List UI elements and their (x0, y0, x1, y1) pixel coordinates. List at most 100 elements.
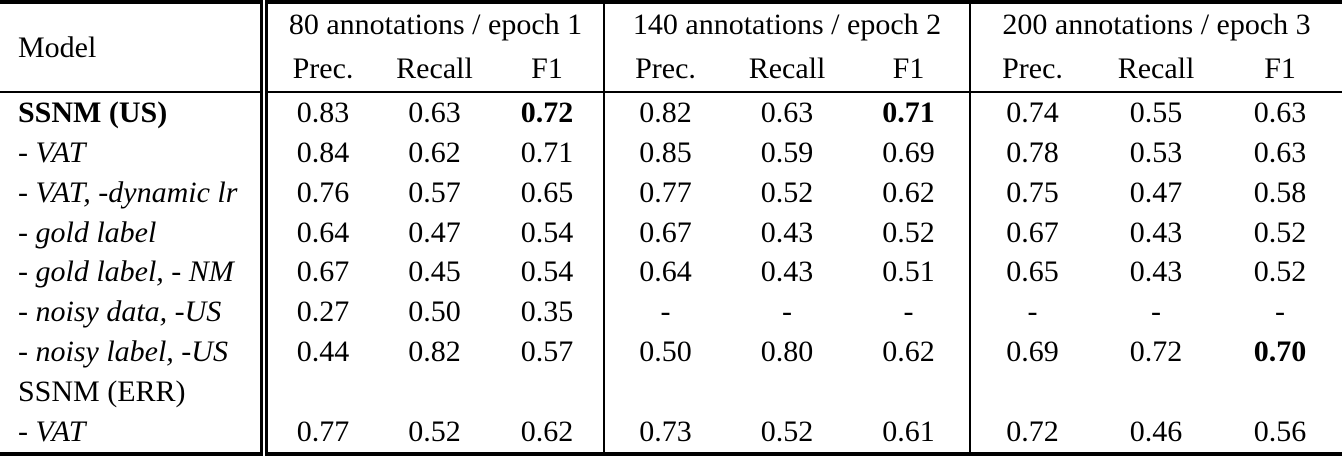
metric-value: 0.62 (882, 175, 935, 209)
model-label: - VAT (0, 411, 268, 454)
metric-value: 0.82 (603, 92, 727, 133)
metric-subheader-row: Prec. Recall F1 Prec. Recall F1 Prec. Re… (0, 46, 1342, 92)
metric-value: 0.74 (969, 92, 1095, 133)
metric-value: 0.80 (760, 335, 814, 369)
metric-value: 0.61 (882, 414, 935, 448)
table-row: - gold label, - NM 0.67 0.45 0.54 0.64 0.43 0.… (0, 252, 1342, 293)
group-header-row: Model 80 annotations / epoch 1 140 annot… (0, 2, 1342, 92)
metric-value: 0.69 (969, 332, 1095, 372)
metric-value: 0.63 (408, 96, 461, 129)
metric-value: 0.67 (296, 255, 350, 289)
metric-value (1218, 372, 1342, 412)
metric-value: 0.57 (408, 175, 461, 209)
metric-value: 0.57 (520, 335, 574, 369)
subheader-precision: Prec. (292, 51, 354, 85)
metric-value: 0.27 (296, 295, 350, 329)
metric-value: 0.54 (520, 255, 574, 289)
metric-value: 0.67 (603, 212, 727, 253)
metric-value: 0.64 (296, 215, 350, 249)
metric-value: 0.63 (1253, 96, 1307, 129)
table-header: Model 80 annotations / epoch 1 140 annot… (0, 2, 1342, 92)
metric-value: 0.64 (603, 252, 727, 293)
model-label: SSNM (ERR) (0, 371, 268, 412)
metric-value: 0.47 (1129, 175, 1183, 209)
table-row: - noisy data, -US 0.27 0.50 0.35- - - - - - (0, 292, 1342, 333)
table-row: SSNM (ERR) (0, 371, 1342, 412)
group-header-epoch-3: 200 annotations / epoch 3 (969, 2, 1342, 46)
metric-value (264, 372, 378, 412)
metric-value: 0.43 (760, 215, 814, 249)
metric-value: 0.54 (520, 215, 574, 249)
model-label: - VAT, -dynamic lr (0, 172, 268, 213)
metric-value: 0.71 (882, 96, 935, 129)
metric-value: 0.62 (520, 414, 574, 448)
metric-value: 0.44 (296, 335, 350, 369)
metric-value: - (969, 292, 1095, 333)
metric-value: 0.78 (969, 133, 1095, 173)
subheader-recall: Recall (748, 51, 826, 85)
metric-value: 0.52 (760, 414, 814, 448)
metric-value: 0.65 (969, 252, 1095, 293)
metric-value: 0.43 (1129, 215, 1183, 249)
metric-value: 0.67 (969, 212, 1095, 253)
subheader-f1: F1 (531, 51, 563, 85)
metric-value: 0.77 (603, 172, 727, 213)
metric-value (1094, 372, 1218, 412)
metric-value: 0.63 (760, 96, 814, 129)
group-header-epoch-2: 140 annotations / epoch 2 (603, 2, 971, 46)
metric-value: 0.52 (760, 175, 814, 209)
model-label: - gold label, - NM (0, 252, 268, 293)
subheader-recall: Recall (396, 51, 473, 85)
metric-value: 0.83 (296, 96, 350, 129)
metric-value: - (1275, 295, 1286, 329)
table-body: SSNM (US) 0.83 0.63 0.72 0.82 0.63 0.71 0.74 0.5… (0, 92, 1342, 454)
metric-value: 0.75 (969, 172, 1095, 213)
subheader-precision: Prec. (969, 46, 1095, 92)
metric-value: 0.71 (520, 135, 574, 169)
metric-value: 0.77 (296, 414, 350, 448)
metric-value: 0.58 (1253, 175, 1307, 209)
metric-value: 0.52 (408, 414, 461, 448)
metric-value: 0.72 (520, 96, 574, 129)
metric-value: 0.43 (1129, 255, 1183, 289)
metric-value: 0.85 (603, 133, 727, 173)
metric-value: - (782, 295, 793, 329)
column-header-model: Model (0, 2, 268, 92)
metric-value: 0.45 (408, 255, 461, 289)
table-row: - VAT, -dynamic lr 0.76 0.57 0.65 0.77 0.52 0.… (0, 172, 1342, 213)
table-row: - noisy label, -US 0.44 0.82 0.57 0.50 0.80 0.… (0, 332, 1342, 372)
metric-value: 0.73 (603, 411, 727, 454)
metric-value (491, 372, 604, 412)
metric-value: 0.72 (969, 411, 1095, 454)
subheader-recall: Recall (1117, 51, 1195, 85)
model-label: - VAT (0, 133, 268, 173)
metric-value: 0.52 (1253, 215, 1307, 249)
metric-value (726, 372, 848, 412)
metric-value: 0.69 (882, 135, 935, 169)
table-row: - gold label 0.64 0.47 0.54 0.67 0.43 0.52 0.67… (0, 212, 1342, 253)
metric-value: 0.62 (408, 135, 461, 169)
metric-value: 0.62 (882, 335, 935, 369)
metric-value (603, 371, 727, 412)
metric-value: - (1151, 295, 1162, 329)
model-label: - noisy data, -US (0, 292, 268, 333)
metric-value (378, 372, 491, 412)
subheader-f1: F1 (1264, 51, 1296, 85)
metric-value: 0.53 (1129, 135, 1183, 169)
model-label: - gold label (0, 212, 268, 253)
table-row: - VAT 0.77 0.52 0.62 0.73 0.52 0.61 0.72 0.46 0.5… (0, 411, 1342, 454)
metric-value: 0.84 (296, 135, 350, 169)
metric-value (848, 372, 970, 412)
metric-value: 0.70 (1253, 335, 1307, 369)
metric-value: 0.51 (882, 255, 935, 289)
table-row: - VAT 0.84 0.62 0.71 0.85 0.59 0.69 0.78 0.53 0.6… (0, 133, 1342, 173)
metric-value: 0.63 (1253, 135, 1307, 169)
metric-value: 0.82 (408, 335, 461, 369)
metric-value: 0.76 (296, 175, 350, 209)
metric-value: - (903, 295, 914, 329)
metric-value: 0.47 (408, 215, 461, 249)
metric-value: - (603, 292, 727, 333)
metric-value: 0.59 (760, 135, 814, 169)
metric-value: 0.72 (1129, 335, 1183, 369)
